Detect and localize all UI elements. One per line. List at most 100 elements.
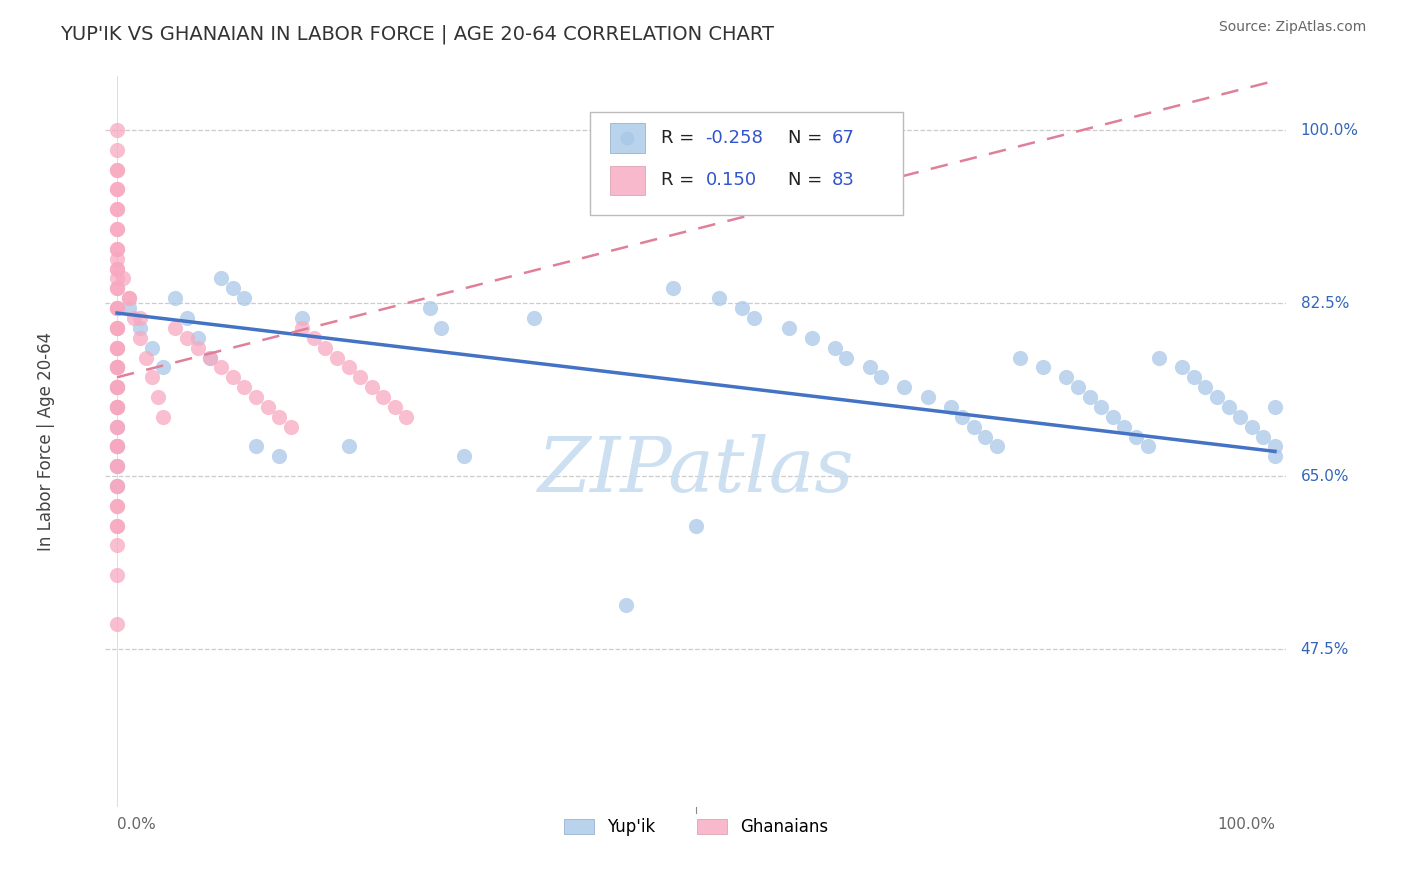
Point (146, 390, 169, 404)
Text: R =: R = (661, 171, 700, 189)
Point (152, 360, 174, 375)
Point (105, 459, 128, 474)
Point (523, 310, 546, 325)
Point (314, 341, 336, 355)
Point (731, 301, 754, 315)
Point (105, 252, 128, 266)
Point (198, 351, 221, 365)
Point (1206, 390, 1229, 404)
Point (1114, 419, 1136, 434)
Point (986, 440, 1008, 454)
Point (105, 380, 128, 394)
Point (163, 291, 186, 305)
Point (105, 440, 128, 454)
Point (129, 321, 152, 335)
Point (963, 419, 986, 434)
Point (419, 301, 441, 315)
Point (105, 360, 128, 375)
Text: 67: 67 (832, 129, 855, 147)
Point (105, 182, 128, 196)
Point (187, 341, 209, 355)
Point (105, 281, 128, 295)
Point (824, 341, 846, 355)
Point (870, 370, 893, 384)
Point (105, 281, 128, 295)
Point (835, 351, 858, 365)
Point (105, 301, 128, 315)
Point (105, 360, 128, 375)
Point (141, 370, 163, 384)
Point (245, 440, 267, 454)
Point (105, 182, 128, 196)
Text: Source: ZipAtlas.com: Source: ZipAtlas.com (1219, 20, 1367, 34)
Point (105, 242, 128, 256)
Point (1090, 400, 1112, 414)
Point (105, 479, 128, 493)
Point (1171, 360, 1194, 375)
Point (105, 419, 128, 434)
Point (117, 291, 139, 305)
Text: 100.0%: 100.0% (1301, 123, 1358, 137)
Text: 0.0%: 0.0% (117, 817, 156, 832)
Point (233, 291, 256, 305)
Point (430, 321, 453, 335)
Point (395, 409, 418, 424)
Point (707, 291, 730, 305)
Point (117, 301, 139, 315)
Text: 83: 83 (832, 171, 855, 189)
Point (337, 360, 360, 375)
Point (269, 450, 291, 464)
Point (105, 123, 128, 137)
Point (111, 271, 134, 285)
Point (124, 310, 146, 325)
Point (256, 400, 278, 414)
Point (105, 568, 128, 582)
Point (222, 370, 245, 384)
Bar (610, 166, 645, 195)
Point (269, 409, 291, 424)
Point (105, 222, 128, 236)
Point (105, 321, 128, 335)
Point (1264, 400, 1286, 414)
Point (176, 331, 198, 345)
Text: 65.0%: 65.0% (1301, 468, 1350, 483)
Point (105, 419, 128, 434)
Point (950, 409, 973, 424)
Point (974, 429, 997, 443)
Point (105, 162, 128, 177)
Bar (610, 123, 645, 153)
Point (105, 419, 128, 434)
Point (105, 301, 128, 315)
Point (360, 380, 382, 394)
Text: 82.5%: 82.5% (1301, 295, 1348, 310)
Point (800, 331, 823, 345)
Point (187, 331, 209, 345)
FancyBboxPatch shape (589, 112, 903, 215)
Text: R =: R = (661, 129, 700, 147)
Point (245, 390, 267, 404)
Point (1067, 380, 1090, 394)
Text: In Labor Force | Age 20-64: In Labor Force | Age 20-64 (38, 332, 55, 551)
Point (105, 440, 128, 454)
Point (1010, 351, 1032, 365)
Point (453, 450, 475, 464)
Point (105, 538, 128, 552)
Point (1101, 409, 1123, 424)
Point (1125, 429, 1147, 443)
Point (917, 390, 939, 404)
Point (1240, 419, 1263, 434)
Point (1253, 429, 1275, 443)
Point (349, 370, 371, 384)
Point (291, 310, 314, 325)
Point (662, 281, 685, 295)
Point (105, 400, 128, 414)
Point (105, 380, 128, 394)
Point (163, 321, 186, 335)
Point (105, 479, 128, 493)
Point (1078, 390, 1101, 404)
Legend: Yup'ik, Ghanaians: Yup'ik, Ghanaians (557, 812, 835, 843)
Point (105, 380, 128, 394)
Point (105, 261, 128, 276)
Text: N =: N = (789, 129, 828, 147)
Point (105, 440, 128, 454)
